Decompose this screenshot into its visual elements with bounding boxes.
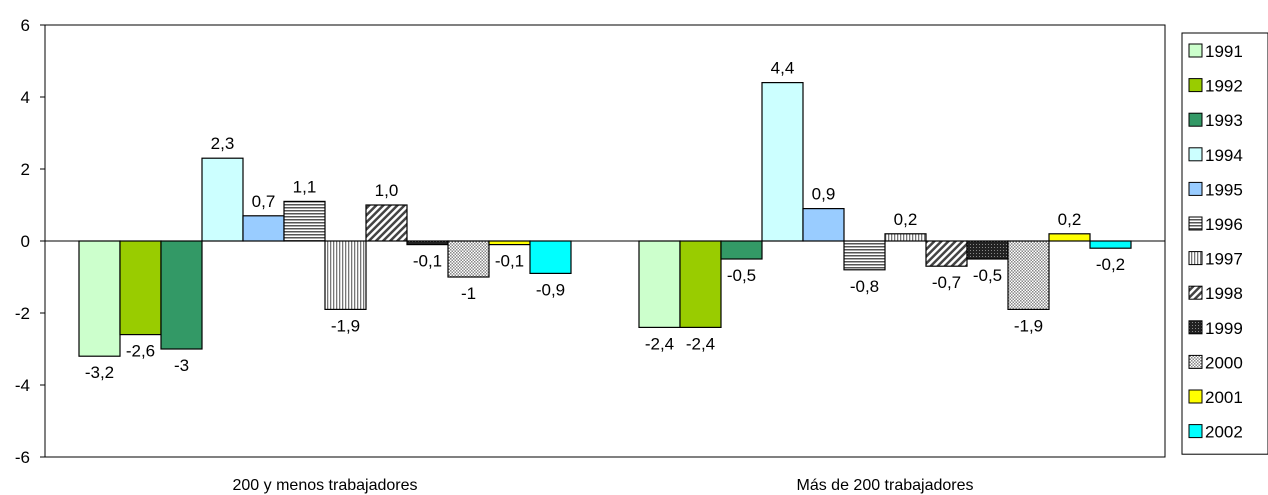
legend: 1991 1992 1993 1994 1995 1996 1997 1998 1999 2000…: [1181, 32, 1268, 455]
bar-1994-small: [201, 157, 244, 242]
bar-2000-small: [447, 240, 490, 278]
x-category-label: 200 y menos trabajadores: [233, 477, 418, 494]
legend-swatch: [1188, 285, 1203, 300]
bar-1994-large: [761, 81, 804, 242]
bar-2001-large: [1048, 233, 1091, 242]
data-label: -0,5: [727, 266, 756, 285]
legend-swatch: [1188, 424, 1203, 439]
data-label: -2,4: [645, 334, 674, 353]
legend-label: 2002: [1205, 423, 1243, 442]
data-label: -0,5: [973, 266, 1002, 285]
y-axis: 6 4 2 0 -2 -4 -6: [15, 16, 45, 467]
data-label: -0,2: [1096, 255, 1125, 274]
y-tick-label: -6: [15, 448, 30, 467]
data-label: -1,9: [1014, 316, 1043, 335]
bar-1998-large: [925, 240, 968, 267]
data-label: -3,2: [85, 363, 114, 382]
data-label: -0,8: [850, 277, 879, 296]
legend-swatch: [1188, 216, 1203, 231]
bar-1999-small: [406, 240, 449, 246]
data-label: 0,2: [1058, 210, 1082, 229]
bar-2000-large: [1007, 240, 1050, 311]
bar-1991-large: [638, 240, 681, 329]
bar-2002-small: [529, 240, 572, 275]
data-label: -0,9: [536, 280, 565, 299]
bar-1998-small: [365, 204, 408, 242]
data-label: 4,4: [771, 59, 795, 78]
bar-1995-large: [802, 208, 845, 242]
data-label: 0,9: [812, 185, 836, 204]
y-tick-label: 0: [21, 232, 30, 251]
bar-1997-large: [884, 233, 927, 242]
data-label: 1,1: [293, 177, 317, 196]
legend-label: 1993: [1205, 111, 1243, 130]
bar-1991-small: [78, 240, 121, 357]
bar-1992-small: [119, 240, 162, 336]
legend-label: 1999: [1205, 319, 1243, 338]
legend-label: 1995: [1205, 180, 1243, 199]
bar-1995-small: [242, 215, 285, 242]
legend-swatch: [1188, 147, 1203, 162]
y-tick-label: 2: [21, 160, 30, 179]
data-label: -3: [174, 356, 189, 375]
legend-label: 2000: [1205, 353, 1243, 372]
bar-1996-large: [843, 240, 886, 271]
data-label: 0,2: [894, 210, 918, 229]
legend-label: 1992: [1205, 77, 1243, 96]
legend-swatch: [1188, 181, 1203, 196]
data-label: 2,3: [211, 134, 235, 153]
legend-label: 1998: [1205, 284, 1243, 303]
bar-2001-small: [488, 240, 531, 246]
legend-label: 1994: [1205, 146, 1243, 165]
data-label: -0,7: [932, 273, 961, 292]
data-label: -0,1: [495, 252, 524, 271]
bar-1996-small: [283, 200, 326, 242]
y-tick-label: 6: [21, 16, 30, 35]
legend-swatch: [1188, 389, 1203, 404]
bar-1997-small: [324, 240, 367, 311]
bar-1992-large: [679, 240, 722, 329]
x-axis-categories: 200 y menos trabajadores Más de 200 traba…: [233, 477, 974, 494]
legend-swatch: [1188, 354, 1203, 369]
legend-label: 1991: [1205, 42, 1243, 61]
bar-1993-large: [720, 240, 763, 260]
data-label: -0,1: [413, 252, 442, 271]
y-tick-label: -2: [15, 304, 30, 323]
y-tick-label: -4: [15, 376, 30, 395]
legend-swatch: [1188, 43, 1203, 58]
bar-1999-large: [966, 240, 1009, 260]
data-label: 0,7: [252, 192, 276, 211]
legend-label: 1996: [1205, 215, 1243, 234]
data-label: -1,9: [331, 316, 360, 335]
legend-box: [1181, 32, 1268, 455]
legend-swatch: [1188, 112, 1203, 127]
legend-swatch: [1188, 78, 1203, 93]
legend-swatch: [1188, 320, 1203, 335]
bars-layer: [78, 81, 1132, 357]
data-label: -1: [461, 284, 476, 303]
bar-2002-large: [1089, 240, 1132, 249]
bar-1993-small: [160, 240, 203, 350]
data-label: -2,4: [686, 334, 715, 353]
y-tick-label: 4: [21, 88, 30, 107]
data-labels-layer: -3,2 -2,6 -3 2,3 0,7 1,1 -1,9 1,0 -0,1 -1 -0,1 -0,9…: [85, 59, 1125, 383]
x-category-label: Más de 200 trabajadores: [797, 477, 974, 494]
data-label: 1,0: [375, 181, 399, 200]
legend-label: 1997: [1205, 250, 1243, 269]
legend-swatch: [1188, 251, 1203, 266]
legend-label: 2001: [1205, 388, 1243, 407]
data-label: -2,6: [126, 342, 155, 361]
